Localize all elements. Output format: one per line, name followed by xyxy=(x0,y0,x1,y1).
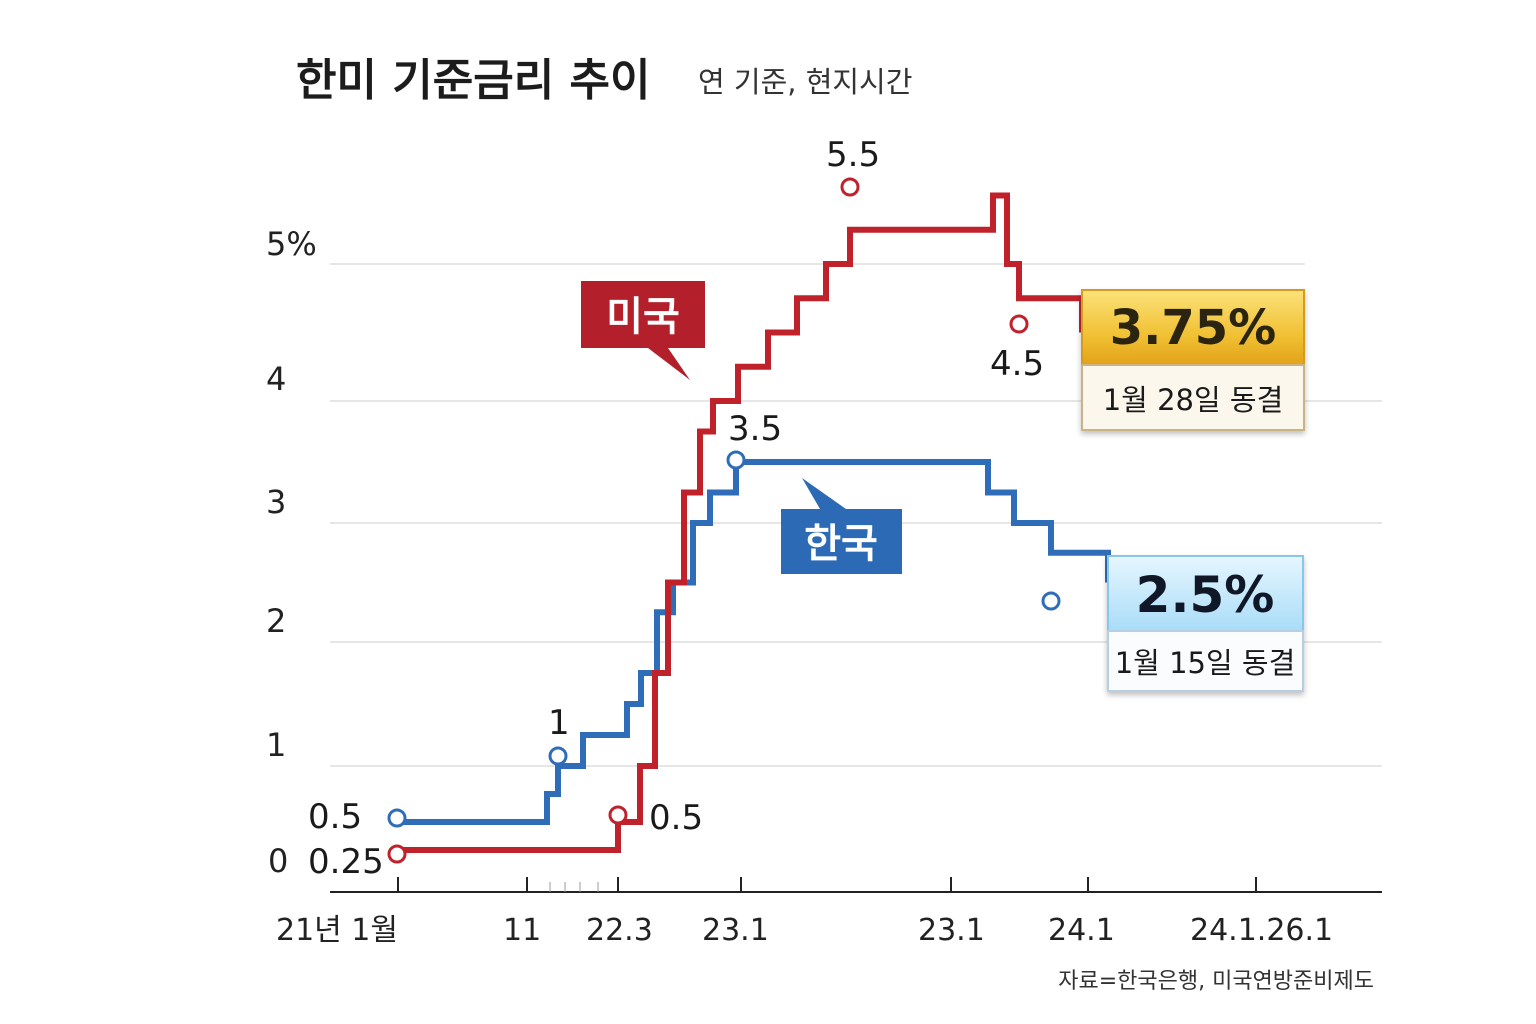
korea-callout-fill xyxy=(781,509,902,574)
korea-rate-badge xyxy=(1107,555,1304,692)
korea-callout: 한국 xyxy=(781,478,902,574)
x-axis: 21년 1월 11 22.3 23.1 23.1 24.1 24.1.26.1 xyxy=(276,877,1382,948)
korea-start-marker xyxy=(387,808,407,828)
korea-badge-note: 1월 15일 동결 xyxy=(1115,646,1296,680)
korea-peak-label: 3.5 xyxy=(728,409,782,449)
y-tick-label: 0 xyxy=(268,842,288,880)
korea-badge-note-box xyxy=(1107,630,1304,692)
korea-current-marker xyxy=(1041,591,1061,611)
source-note: 자료=한국은행, 미국연방준비제도 xyxy=(1058,969,1374,994)
us-badge-note-box xyxy=(1081,364,1305,431)
us-peak-label: 5.5 xyxy=(826,135,880,175)
x-tick-label: 21년 1월 xyxy=(276,913,398,948)
x-tick-label: 23.1 xyxy=(918,913,985,948)
korea-callout-label: 한국 xyxy=(804,521,878,567)
korea-peak-marker xyxy=(726,450,746,470)
y-tick-label: 1 xyxy=(266,726,286,764)
korea-start-label: 0.5 xyxy=(308,797,362,837)
us-callout: 미국 xyxy=(581,281,705,380)
y-ticks: 5% 4 3 2 1 0 xyxy=(266,225,317,880)
korea-badge-value: 2.5% xyxy=(1136,566,1275,624)
chart-title: 한미 기준금리 추이 xyxy=(296,55,650,106)
korea-step-label: 1 xyxy=(548,703,570,743)
us-rate-badge xyxy=(1081,289,1305,431)
us-rate-line xyxy=(397,192,1085,853)
y-tick-label: 3 xyxy=(266,483,286,521)
us-callout-label: 미국 xyxy=(606,294,680,340)
x-tick-label: 22.3 xyxy=(586,913,653,948)
us-liftoff-marker xyxy=(608,805,628,825)
us-peak-marker xyxy=(840,177,860,197)
x-tick-label: 24.1.26.1 xyxy=(1190,913,1333,948)
us-start-marker xyxy=(387,844,407,864)
us-callout-box xyxy=(581,281,705,380)
us-badge-value-box xyxy=(1081,289,1305,366)
korea-badge-value-box xyxy=(1107,555,1304,632)
us-badge-value: 3.75% xyxy=(1110,300,1277,356)
korea-step-marker xyxy=(548,746,568,766)
us-start-label: 0.25 xyxy=(308,842,384,882)
us-current-marker xyxy=(1009,314,1029,334)
y-tick-label: 4 xyxy=(266,360,286,398)
us-liftoff-label: 0.5 xyxy=(649,798,703,838)
x-tick-label: 23.1 xyxy=(702,913,769,948)
y-tick-label: 5% xyxy=(266,225,317,263)
chart-subtitle: 연 기준, 현지시간 xyxy=(698,65,912,99)
x-tick-label: 24.1 xyxy=(1048,913,1115,948)
y-tick-label: 2 xyxy=(266,602,286,640)
us-badge-note: 1월 28일 동결 xyxy=(1103,383,1284,417)
x-tick-label: 11 xyxy=(503,913,541,948)
us-current-label: 4.5 xyxy=(990,344,1044,384)
